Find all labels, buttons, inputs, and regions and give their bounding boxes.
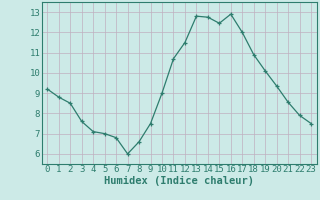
X-axis label: Humidex (Indice chaleur): Humidex (Indice chaleur) [104,176,254,186]
